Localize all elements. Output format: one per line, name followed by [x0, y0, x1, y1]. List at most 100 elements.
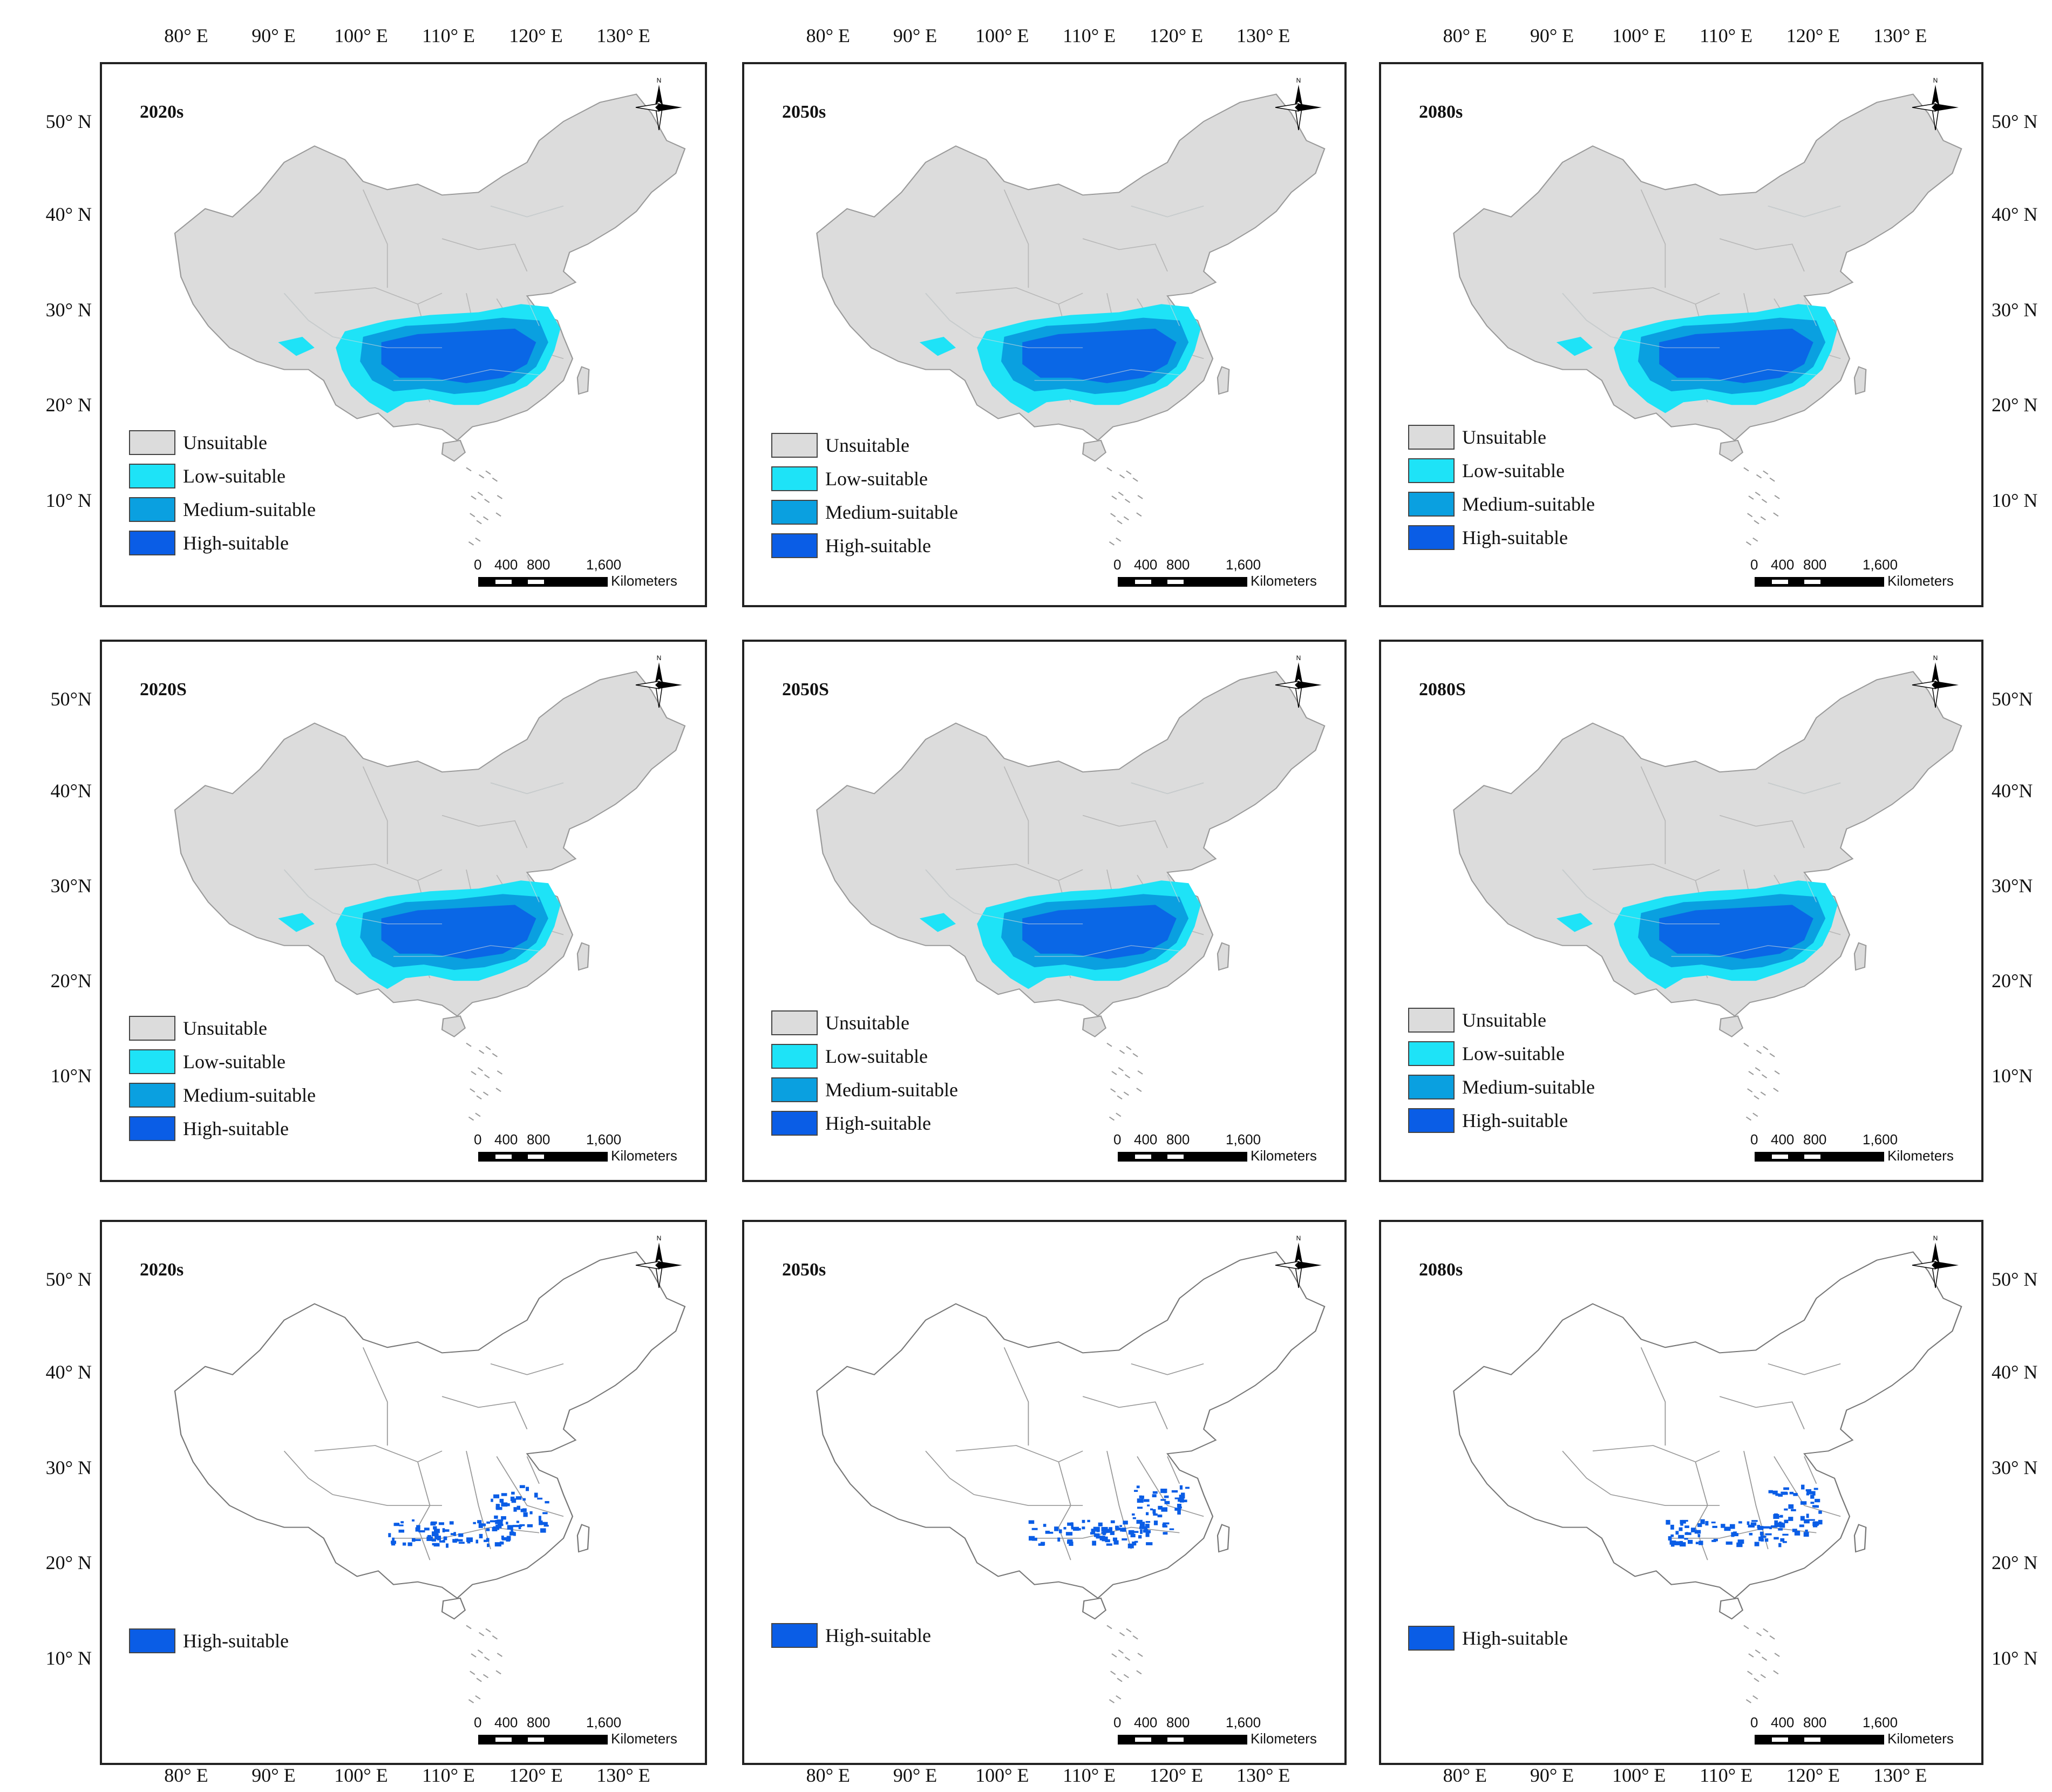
high-suitable-patch	[1698, 1540, 1703, 1545]
scale-bar-unit: Kilometers	[1887, 573, 1954, 589]
high-suitable-patch	[1138, 1535, 1142, 1539]
high-suitable-patch	[1139, 1526, 1145, 1529]
hainan-island	[1082, 1597, 1107, 1620]
legend-item: Unsuitable	[1408, 420, 1595, 454]
island-mark	[478, 1632, 485, 1637]
island-mark	[483, 516, 489, 521]
high-suitable-patch	[1141, 1495, 1144, 1499]
high-suitable-patch	[1812, 1522, 1819, 1526]
north-label: N	[1933, 654, 1938, 662]
high-suitable-patch	[1177, 1510, 1181, 1515]
legend-item: High-suitable	[129, 526, 316, 560]
north-arrow-icon: N	[1906, 653, 1965, 712]
high-suitable-area	[1659, 905, 1813, 959]
high-suitable-patch	[439, 1540, 445, 1543]
high-suitable-patch	[1670, 1524, 1674, 1530]
province-boundary	[362, 189, 388, 288]
longitude-label: 130° E	[1873, 25, 1927, 46]
island-mark	[1755, 492, 1761, 496]
longitude-label: 90° E	[252, 1764, 296, 1786]
high-suitable-patch	[1775, 1493, 1780, 1496]
high-suitable-patch	[426, 1536, 433, 1542]
province-boundary	[1804, 1456, 1817, 1484]
high-suitable-patch	[511, 1529, 513, 1532]
island-mark	[492, 477, 498, 482]
high-suitable-patch	[1780, 1515, 1783, 1518]
hainan-island	[1719, 439, 1744, 462]
high-suitable-patch	[519, 1524, 525, 1526]
island-mark	[1773, 1670, 1779, 1675]
province-boundary	[1671, 1526, 1817, 1539]
high-suitable-patch	[1789, 1491, 1794, 1495]
province-boundary	[283, 869, 333, 913]
north-label: N	[1933, 1234, 1938, 1242]
legend-label: Unsuitable	[1462, 1009, 1546, 1031]
province-boundary	[441, 1396, 528, 1430]
longitude-label: 120° E	[509, 1764, 563, 1786]
high-suitable-patch	[539, 1520, 543, 1525]
high-suitable-patch	[513, 1532, 516, 1536]
map-panel: 2080s N High-suitable 0 400 800 1,600 Kilometer…	[1379, 1220, 1983, 1765]
high-suitable-patch	[1782, 1533, 1789, 1536]
island-mark	[471, 1071, 477, 1075]
island-mark	[1760, 516, 1766, 521]
island-mark	[1756, 1049, 1762, 1054]
island-mark	[1119, 1632, 1125, 1637]
high-suitable-patch	[1102, 1536, 1108, 1542]
island-mark	[1106, 467, 1112, 472]
island-mark	[1118, 1067, 1124, 1071]
scale-bar-graphic	[1755, 577, 1884, 587]
high-suitable-patch	[1793, 1492, 1798, 1496]
island-mark	[1760, 1091, 1766, 1096]
island-mark	[1136, 512, 1142, 517]
high-suitable-patch	[491, 1498, 493, 1502]
province-boundary	[314, 287, 443, 305]
island-mark	[1117, 1678, 1123, 1682]
province-boundary	[441, 238, 528, 272]
high-suitable-patch	[1040, 1542, 1045, 1546]
high-suitable-patch	[434, 1536, 440, 1540]
high-suitable-patch	[1110, 1531, 1115, 1535]
scale-bar-number: 1,600	[1226, 1714, 1261, 1730]
high-suitable-patch	[1093, 1533, 1100, 1537]
island-mark	[1748, 1071, 1754, 1075]
panel-title: 2080s	[1419, 102, 1463, 122]
latitude-label: 20° N	[45, 394, 92, 416]
legend-item: High-suitable	[1408, 521, 1595, 554]
province-boundary	[1743, 1451, 1769, 1550]
province-boundary	[1719, 1396, 1805, 1430]
island-mark	[1123, 1674, 1129, 1679]
china-map	[174, 93, 686, 546]
legend-item: High-suitable	[771, 1619, 931, 1652]
high-suitable-patch	[1096, 1535, 1101, 1539]
scale-bar-graphic	[1755, 1152, 1884, 1162]
island-mark	[497, 1070, 503, 1075]
province-boundary	[1034, 945, 1180, 957]
high-suitable-patch	[1815, 1498, 1820, 1503]
map-legend: Unsuitable Low-suitable Medium-suitable Hig…	[129, 1012, 316, 1145]
high-suitable-patch	[1143, 1499, 1150, 1502]
north-arrow-icon: N	[1269, 1233, 1328, 1292]
high-suitable-patch	[1725, 1541, 1732, 1545]
high-suitable-patch	[1788, 1504, 1794, 1509]
high-suitable-patch	[487, 1543, 490, 1547]
high-suitable-patch	[484, 1539, 487, 1542]
scale-bar-number: 800	[1166, 1131, 1190, 1148]
high-suitable-patch	[1792, 1529, 1797, 1532]
high-suitable-patch	[431, 1538, 436, 1542]
scale-bar-number: 1,600	[586, 556, 622, 573]
high-suitable-patch	[1152, 1494, 1157, 1497]
high-suitable-patch	[1791, 1509, 1796, 1511]
legend-label: High-suitable	[825, 1112, 931, 1134]
longitude-label: 80° E	[1443, 25, 1487, 46]
high-suitable-patch	[398, 1529, 405, 1533]
high-suitable-patch	[520, 1509, 525, 1512]
high-suitable-patch	[542, 1512, 548, 1515]
island-mark	[476, 1095, 482, 1100]
island-mark	[1109, 1699, 1115, 1703]
island-mark	[476, 520, 482, 525]
longitude-label: 120° E	[1786, 1764, 1840, 1786]
legend-item: Medium-suitable	[1408, 1070, 1595, 1104]
island-mark	[1123, 516, 1129, 521]
scale-bar-graphic	[1118, 1152, 1247, 1162]
